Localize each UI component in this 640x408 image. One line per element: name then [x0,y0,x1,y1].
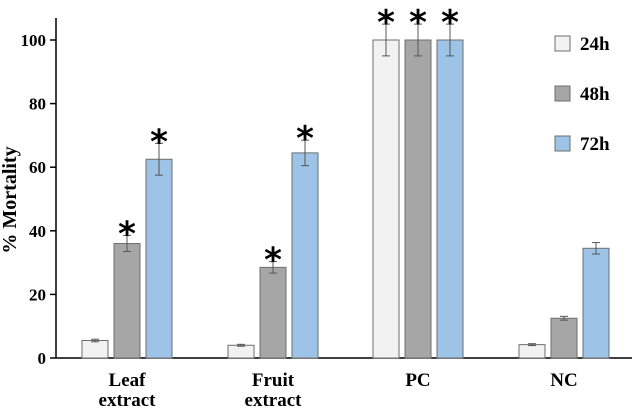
legend-label: 48h [580,84,610,105]
y-tick-label: 40 [29,222,46,241]
significance-star: * [264,241,282,281]
error-bar [592,242,600,255]
bar-48h-3 [550,317,578,359]
y-tick-label: 60 [29,158,46,177]
error-bar [560,315,568,321]
significance-star: * [118,215,136,255]
bar-72h-3 [582,247,610,359]
bar-48h-0 [113,243,141,359]
axes [55,18,632,359]
bar-24h-3 [518,344,546,359]
legend-swatch-24h [554,35,571,52]
legend-label: 24h [580,34,610,55]
error-bar [414,23,422,57]
bar-24h-0 [81,340,109,359]
bar-72h-1 [291,152,319,359]
error-bars [91,23,600,347]
error-bar [528,343,536,347]
category-label: extract [99,390,157,408]
error-bar [301,139,309,167]
error-bar [123,235,131,252]
category-label: NC [550,370,577,391]
error-bar [382,23,390,57]
significance-star: * [377,3,395,43]
bar-24h-2 [372,39,400,359]
y-tick-label: 80 [29,95,46,114]
legend-swatch-72h [554,135,571,152]
significance-star: * [409,3,427,43]
category-label: PC [405,370,430,391]
category-label: Fruit [252,370,295,391]
legend-swatch-48h [554,85,571,102]
legend-label: 72h [580,134,610,155]
legend: 24h 48h 72h [554,34,610,155]
y-tick-label: 20 [29,285,46,304]
error-bar [269,261,277,274]
bars [81,39,610,359]
y-tick-label: 0 [38,349,47,368]
significance-markers: * * * * * * * [118,3,459,281]
y-tick-label: 100 [21,31,47,50]
bar-48h-2 [404,39,432,359]
error-bar [91,338,99,343]
significance-star: * [150,122,168,162]
significance-star: * [296,119,314,159]
bar-72h-2 [436,39,464,359]
error-bar [446,23,454,57]
category-label: Leaf [109,370,147,391]
category-label: extract [245,390,303,408]
y-axis-title: % Mortality [0,146,21,253]
bar-72h-0 [145,158,173,359]
y-ticks: 0 20 40 60 80 100 [21,31,56,368]
error-bar [155,142,163,176]
error-bar [237,343,245,347]
significance-star: * [441,3,459,43]
bar-48h-1 [259,266,287,359]
bar-24h-1 [227,344,255,359]
